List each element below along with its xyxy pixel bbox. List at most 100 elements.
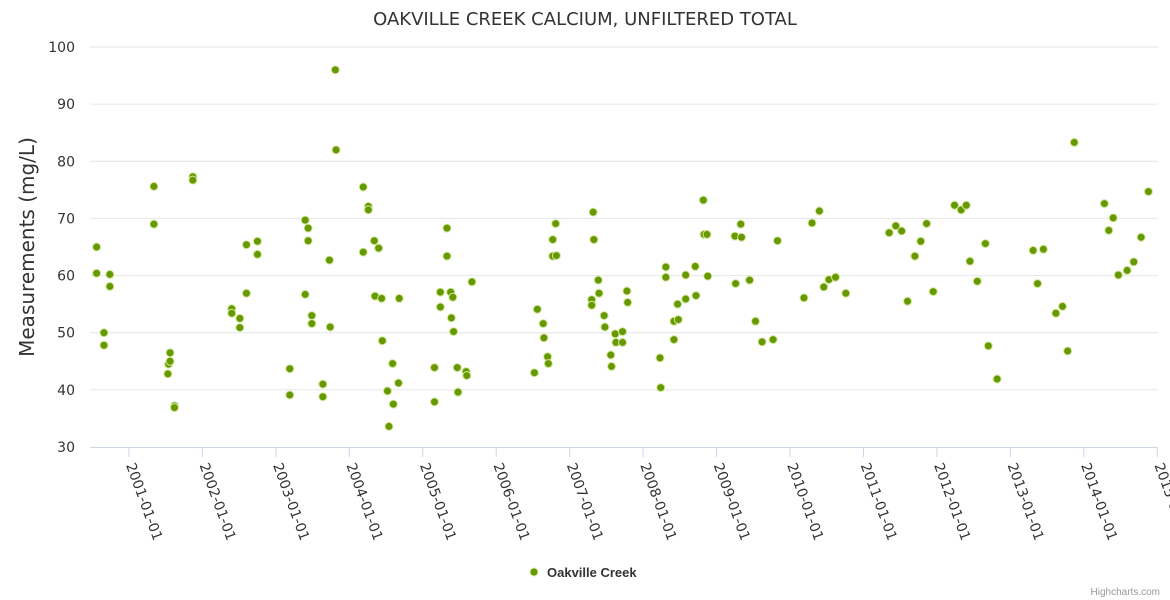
- data-point[interactable]: [330, 65, 340, 75]
- data-point[interactable]: [1129, 257, 1139, 267]
- data-point[interactable]: [750, 316, 760, 326]
- data-point[interactable]: [325, 322, 335, 332]
- data-point[interactable]: [757, 337, 767, 347]
- data-point[interactable]: [529, 368, 539, 378]
- data-point[interactable]: [702, 229, 712, 239]
- data-point[interactable]: [453, 387, 463, 397]
- data-point[interactable]: [594, 288, 604, 298]
- data-point[interactable]: [1051, 308, 1061, 318]
- data-point[interactable]: [374, 243, 384, 253]
- data-point[interactable]: [1028, 245, 1038, 255]
- data-point[interactable]: [149, 181, 159, 191]
- data-point[interactable]: [814, 206, 824, 216]
- credits-link[interactable]: Highcharts.com: [1091, 587, 1160, 598]
- data-point[interactable]: [548, 235, 558, 245]
- data-point[interactable]: [452, 363, 462, 373]
- data-point[interactable]: [992, 374, 1002, 384]
- data-point[interactable]: [1122, 265, 1132, 275]
- data-point[interactable]: [539, 333, 549, 343]
- data-point[interactable]: [961, 200, 971, 210]
- data-point[interactable]: [807, 218, 817, 228]
- data-point[interactable]: [165, 348, 175, 358]
- data-point[interactable]: [163, 369, 173, 379]
- data-point[interactable]: [588, 207, 598, 217]
- data-point[interactable]: [307, 311, 317, 321]
- data-point[interactable]: [307, 319, 317, 329]
- data-point[interactable]: [377, 336, 387, 346]
- data-point[interactable]: [92, 268, 102, 278]
- data-point[interactable]: [922, 219, 932, 229]
- data-point[interactable]: [105, 269, 115, 279]
- data-point[interactable]: [252, 236, 262, 246]
- data-point[interactable]: [745, 275, 755, 285]
- data-point[interactable]: [99, 328, 109, 338]
- data-point[interactable]: [241, 240, 251, 250]
- data-point[interactable]: [897, 226, 907, 236]
- data-point[interactable]: [369, 236, 379, 246]
- data-point[interactable]: [429, 397, 439, 407]
- data-point[interactable]: [607, 361, 617, 371]
- data-point[interactable]: [303, 236, 313, 246]
- data-point[interactable]: [1104, 225, 1114, 235]
- data-point[interactable]: [235, 323, 245, 333]
- data-point[interactable]: [669, 335, 679, 345]
- data-point[interactable]: [543, 359, 553, 369]
- data-point[interactable]: [388, 359, 398, 369]
- data-point[interactable]: [661, 272, 671, 282]
- data-point[interactable]: [363, 205, 373, 215]
- data-point[interactable]: [448, 292, 458, 302]
- data-point[interactable]: [1099, 199, 1109, 209]
- data-point[interactable]: [538, 319, 548, 329]
- data-point[interactable]: [768, 335, 778, 345]
- data-point[interactable]: [655, 353, 665, 363]
- data-point[interactable]: [435, 287, 445, 297]
- legend[interactable]: Oakville Creek: [529, 565, 637, 580]
- data-point[interactable]: [388, 399, 398, 409]
- data-point[interactable]: [736, 219, 746, 229]
- data-point[interactable]: [377, 293, 387, 303]
- data-point[interactable]: [891, 221, 901, 231]
- data-point[interactable]: [661, 262, 671, 272]
- data-point[interactable]: [394, 378, 404, 388]
- data-point[interactable]: [1113, 270, 1123, 280]
- data-point[interactable]: [884, 228, 894, 238]
- data-point[interactable]: [462, 371, 472, 381]
- data-point[interactable]: [285, 364, 295, 374]
- data-point[interactable]: [587, 300, 597, 310]
- data-point[interactable]: [446, 313, 456, 323]
- data-point[interactable]: [532, 304, 542, 314]
- data-point[interactable]: [916, 236, 926, 246]
- data-point[interactable]: [972, 276, 982, 286]
- data-point[interactable]: [149, 219, 159, 229]
- data-point[interactable]: [551, 219, 561, 229]
- data-point[interactable]: [980, 239, 990, 249]
- data-point[interactable]: [681, 294, 691, 304]
- data-point[interactable]: [358, 247, 368, 257]
- data-point[interactable]: [382, 386, 392, 396]
- data-point[interactable]: [841, 288, 851, 298]
- data-point[interactable]: [600, 322, 610, 332]
- data-point[interactable]: [928, 287, 938, 297]
- data-point[interactable]: [1063, 346, 1073, 356]
- data-point[interactable]: [1108, 213, 1118, 223]
- data-point[interactable]: [983, 341, 993, 351]
- data-point[interactable]: [449, 327, 459, 337]
- data-point[interactable]: [318, 379, 328, 389]
- data-point[interactable]: [99, 340, 109, 350]
- data-point[interactable]: [698, 195, 708, 205]
- data-point[interactable]: [737, 232, 747, 242]
- data-point[interactable]: [599, 311, 609, 321]
- data-point[interactable]: [252, 249, 262, 259]
- data-point[interactable]: [593, 275, 603, 285]
- data-point[interactable]: [467, 277, 477, 287]
- data-point[interactable]: [227, 308, 237, 318]
- data-point[interactable]: [435, 302, 445, 312]
- data-point[interactable]: [429, 363, 439, 373]
- data-point[interactable]: [819, 282, 829, 292]
- legend-label[interactable]: Oakville Creek: [547, 565, 637, 580]
- data-point[interactable]: [622, 286, 632, 296]
- data-point[interactable]: [589, 235, 599, 245]
- data-point[interactable]: [1136, 232, 1146, 242]
- data-point[interactable]: [551, 251, 561, 261]
- data-point[interactable]: [773, 236, 783, 246]
